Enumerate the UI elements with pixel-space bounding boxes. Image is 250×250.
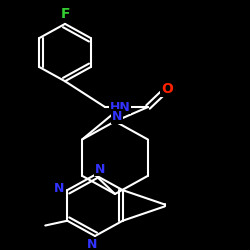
Text: O: O <box>161 82 173 96</box>
Text: N: N <box>87 238 97 250</box>
Text: F: F <box>60 7 70 21</box>
Text: N: N <box>112 110 122 123</box>
Text: N: N <box>54 182 64 195</box>
Text: N: N <box>95 163 105 176</box>
Text: HN: HN <box>110 100 130 114</box>
